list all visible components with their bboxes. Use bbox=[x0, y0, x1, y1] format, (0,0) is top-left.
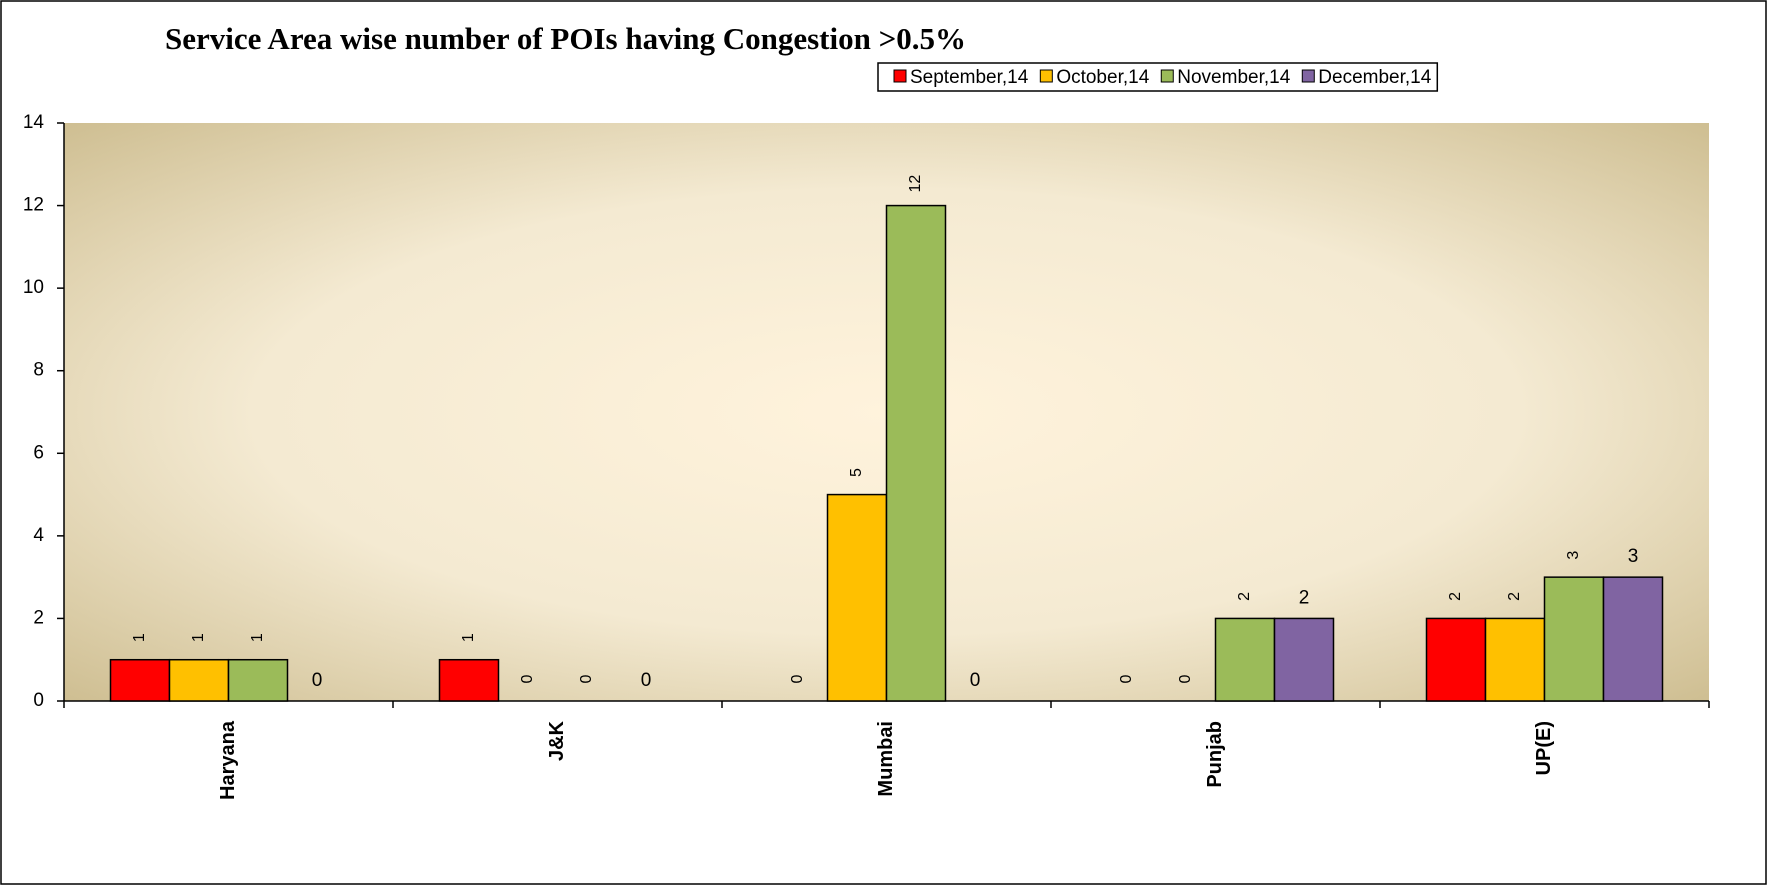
data-label: 0 bbox=[1177, 674, 1194, 683]
data-label: 0 bbox=[789, 674, 806, 683]
bar bbox=[1273, 617, 1335, 702]
bar bbox=[885, 204, 947, 702]
bar bbox=[109, 658, 171, 702]
x-tick-label: UP(E) bbox=[1533, 721, 1555, 775]
data-label: 3 bbox=[1628, 546, 1639, 567]
data-label: 0 bbox=[641, 670, 652, 691]
bar bbox=[1602, 576, 1664, 702]
data-label: 2 bbox=[1299, 587, 1310, 608]
data-label: 0 bbox=[970, 670, 981, 691]
y-tick-label: 2 bbox=[33, 607, 44, 628]
bar bbox=[1543, 576, 1605, 702]
data-label: 0 bbox=[1118, 674, 1135, 683]
data-label: 0 bbox=[312, 670, 323, 691]
chart-title: Service Area wise number of POIs having … bbox=[165, 21, 966, 56]
data-label: 5 bbox=[848, 468, 865, 477]
legend-swatch bbox=[893, 69, 907, 83]
legend-label: October,14 bbox=[1056, 67, 1149, 88]
bar bbox=[1425, 617, 1487, 702]
bar bbox=[1484, 617, 1546, 702]
legend-swatch bbox=[1039, 69, 1053, 83]
data-label: 12 bbox=[907, 175, 924, 193]
data-label: 2 bbox=[1447, 592, 1464, 601]
x-tick-label: Haryana bbox=[217, 720, 239, 800]
bar bbox=[826, 493, 888, 702]
y-tick-label: 0 bbox=[33, 690, 44, 711]
y-tick-label: 8 bbox=[33, 360, 44, 381]
y-tick-label: 14 bbox=[23, 112, 45, 133]
legend-swatch bbox=[1301, 69, 1315, 83]
legend-label: September,14 bbox=[910, 67, 1029, 88]
data-label: 1 bbox=[249, 633, 266, 642]
y-tick-label: 4 bbox=[33, 525, 44, 546]
data-label: 0 bbox=[519, 674, 536, 683]
data-label: 1 bbox=[460, 633, 477, 642]
x-tick-label: J&K bbox=[546, 720, 568, 761]
data-label: 3 bbox=[1565, 551, 1582, 560]
bar bbox=[438, 658, 500, 702]
legend-box bbox=[877, 62, 1439, 92]
data-label: 1 bbox=[190, 633, 207, 642]
y-tick-label: 12 bbox=[23, 195, 44, 216]
data-label: 0 bbox=[578, 674, 595, 683]
x-tick-label: Punjab bbox=[1204, 721, 1226, 788]
y-tick-label: 6 bbox=[33, 442, 44, 463]
bar bbox=[168, 658, 230, 702]
y-tick-label: 10 bbox=[23, 277, 44, 298]
bar bbox=[227, 658, 289, 702]
legend-swatch bbox=[1160, 69, 1174, 83]
legend-label: November,14 bbox=[1177, 67, 1290, 88]
x-tick-label: Mumbai bbox=[875, 721, 897, 797]
bar bbox=[1214, 617, 1276, 702]
data-label: 2 bbox=[1236, 592, 1253, 601]
data-label: 1 bbox=[131, 633, 148, 642]
data-label: 2 bbox=[1506, 592, 1523, 601]
legend-label: December,14 bbox=[1318, 67, 1431, 88]
